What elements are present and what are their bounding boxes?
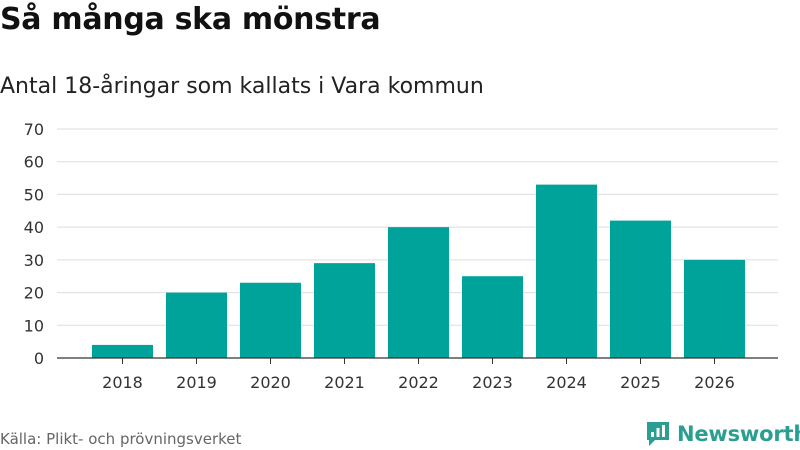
brand-name: Newsworthy	[677, 422, 800, 446]
bar-2024	[536, 184, 597, 358]
y-tick-label: 70	[24, 120, 44, 139]
bar-2026	[684, 259, 745, 358]
bar-2020	[240, 282, 301, 358]
bar-2022	[388, 227, 449, 358]
bar-2021	[314, 263, 375, 358]
bar-2023	[462, 276, 523, 358]
y-tick-label: 10	[24, 316, 44, 335]
x-tick-label: 2024	[546, 373, 587, 392]
bar-2018	[92, 344, 153, 358]
bar-2025	[610, 220, 671, 358]
y-tick-label: 30	[24, 251, 44, 270]
y-tick-label: 0	[34, 349, 44, 368]
x-tick-label: 2018	[102, 373, 143, 392]
y-axis-tick-labels: 0 10 20 30 40 50 60 70	[24, 120, 44, 368]
bar-chart: 0 10 20 30 40 50 60 70 2018 2019 2020 2021 2022 2023…	[24, 120, 778, 392]
chart-title: Så många ska mönstra	[0, 2, 381, 37]
newsworthy-bar-icon	[647, 422, 669, 446]
x-axis-tick-labels: 2018 2019 2020 2021 2022 2023 2024 2025 2026	[102, 373, 735, 392]
chart-subtitle: Antal 18-åringar som kallats i Vara komm…	[0, 74, 484, 99]
x-tick-label: 2023	[472, 373, 513, 392]
x-tick-label: 2021	[324, 373, 365, 392]
y-tick-label: 50	[24, 185, 44, 204]
x-tick-label: 2020	[250, 373, 291, 392]
y-tick-label: 20	[24, 284, 44, 303]
newsworthy-logo[interactable]: Newsworthy	[645, 420, 800, 448]
y-tick-label: 40	[24, 218, 44, 237]
bars	[92, 184, 745, 364]
bar-2019	[166, 292, 227, 358]
source-note: Källa: Plikt- och prövningsverket	[0, 430, 242, 448]
x-tick-label: 2019	[176, 373, 217, 392]
x-tick-label: 2025	[620, 373, 661, 392]
x-tick-label: 2026	[694, 373, 735, 392]
y-tick-label: 60	[24, 153, 44, 172]
x-tick-label: 2022	[398, 373, 439, 392]
